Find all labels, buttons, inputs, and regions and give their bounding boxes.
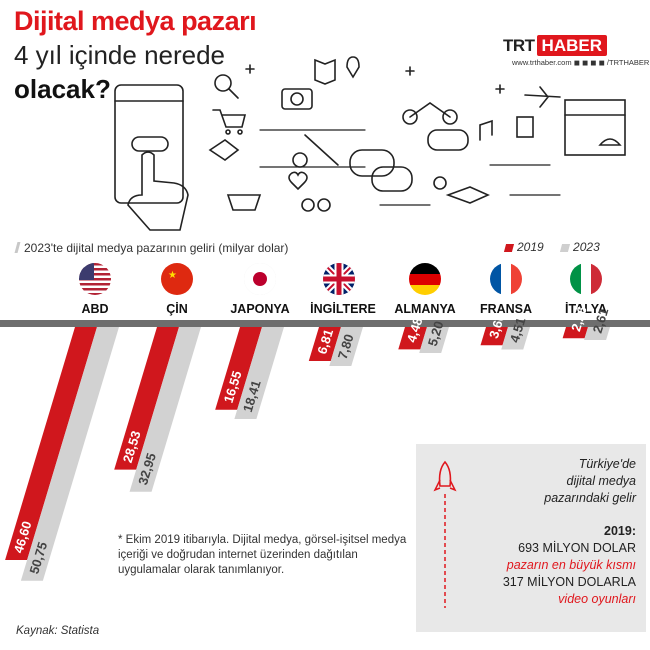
legend-item-2023: 2023 — [559, 240, 600, 254]
us-flag-icon — [79, 263, 111, 295]
chart-baseline — [0, 320, 650, 327]
bulb-icon — [433, 176, 447, 190]
chat-bubble-icon-2 — [371, 166, 413, 192]
bar-2023-2 — [234, 327, 284, 420]
pen-icon — [304, 134, 339, 166]
bar-2019-6 — [562, 327, 588, 339]
brand-social-line: www.trthaber.com ◼ ◼ ◼ ◼ /TRTHABER — [512, 58, 650, 67]
logo-haber: HABER — [536, 35, 607, 56]
circuit-lines — [259, 129, 561, 206]
chart-title-text: 2023'te dijital medya pazarının geliri (… — [24, 241, 289, 255]
bar-2019-2 — [215, 327, 262, 410]
footnote: * Ekim 2019 itibarıyla. Dijital medya, g… — [118, 534, 407, 576]
package-box-icon — [564, 99, 626, 156]
cart-icon — [212, 109, 247, 128]
page-title: Dijital medya pazarı — [14, 6, 257, 36]
uk-flag-icon — [323, 263, 355, 295]
country-label-ingiltere: İNGİLTERE — [310, 302, 376, 316]
japan-flag-icon — [244, 263, 276, 295]
italy-flag-icon — [570, 263, 602, 295]
search-icon — [214, 74, 232, 92]
bar-2019-4 — [398, 327, 427, 350]
bar-value-label-2023-4: 5,20 — [425, 319, 447, 348]
location-pin-icon — [346, 56, 360, 79]
legend-item-2019: 2019 — [503, 240, 544, 254]
info-amount: 693 MİLYON DOLAR — [518, 541, 636, 555]
bar-2023-6 — [584, 327, 610, 341]
country-label-almanya: ALMANYA — [394, 302, 456, 316]
bar-value-label-2023-6: 2,61 — [590, 306, 612, 335]
camera-icon — [281, 88, 313, 110]
bar-value-label-2019-5: 3,66 — [486, 312, 508, 341]
bar-value-label-2019-6: 2,26 — [568, 305, 590, 334]
digital-media-illustration — [114, 56, 626, 231]
bar-2019-1 — [114, 327, 179, 470]
germany-flag-icon — [409, 263, 441, 295]
svg-text:★: ★ — [168, 270, 177, 281]
page-title-line2: 4 yıl içinde nerede — [14, 40, 226, 70]
phone-button-icon — [131, 136, 169, 152]
bar-2023-3 — [329, 327, 363, 366]
bar-value-label-2019-4: 4,48 — [404, 316, 426, 345]
country-label-cin: ÇİN — [166, 302, 188, 316]
rocket-icon — [433, 460, 457, 608]
document-icon — [516, 116, 534, 138]
country-label-japonya: JAPONYA — [230, 302, 290, 316]
bar-2023-1 — [129, 327, 201, 492]
chart-title: 2023'te dijital medya pazarının geliri (… — [14, 241, 289, 255]
bar-2023-5 — [501, 327, 530, 350]
country-label-abd: ABD — [81, 302, 109, 316]
country-label-fransa: FRANSA — [479, 302, 533, 316]
info-amount2: 317 MİLYON DOLARLA — [502, 575, 636, 589]
bar-2019-5 — [480, 327, 508, 346]
bar-value-label-2023-3: 7,80 — [335, 332, 357, 361]
turkey-info-box — [416, 444, 646, 632]
info-year: 2019: — [604, 524, 636, 538]
phone-icon — [114, 84, 184, 204]
bar-value-label-2019-3: 6,81 — [314, 327, 336, 356]
scooter-icon — [402, 109, 418, 125]
page-title-line3: olacak? — [14, 74, 111, 104]
trt-haber-logo: TRT HABER — [503, 35, 607, 56]
info-body: 2019: 693 MİLYON DOLAR pazarın en büyük … — [426, 523, 636, 608]
france-flag-icon — [490, 263, 522, 295]
rocket-icon — [445, 186, 490, 204]
bar-2019-3 — [308, 327, 341, 362]
bar-value-label-2023-5: 4,51 — [507, 316, 529, 345]
info-category: video oyunları — [558, 592, 636, 606]
bar-2019-0 — [5, 327, 98, 560]
logo-trt: TRT — [503, 36, 535, 55]
info-largest: pazarın en büyük kısmı — [506, 558, 636, 572]
umbrella-icon — [598, 138, 622, 146]
china-flag-icon: ★ — [161, 263, 193, 295]
info-title: Türkiye'de dijital medya pazarındaki gel… — [544, 457, 636, 505]
sparkle-icon — [245, 64, 505, 94]
chart-legend: 2019 2023 — [503, 240, 600, 254]
music-note-icon — [479, 119, 493, 141]
basket-icon — [226, 194, 262, 211]
tag-icon — [208, 139, 240, 161]
airplane-icon — [524, 86, 561, 108]
bar-2023-4 — [419, 327, 449, 353]
game-controller-icon — [427, 129, 469, 151]
map-icon — [314, 58, 336, 85]
source-label: Kaynak: Statista — [16, 625, 100, 637]
heart-icon — [288, 171, 308, 191]
hand-icon — [127, 151, 189, 231]
glasses-icon — [301, 198, 315, 212]
country-label-italya: İTALYA — [565, 302, 607, 316]
bar-2023-0 — [20, 327, 119, 581]
